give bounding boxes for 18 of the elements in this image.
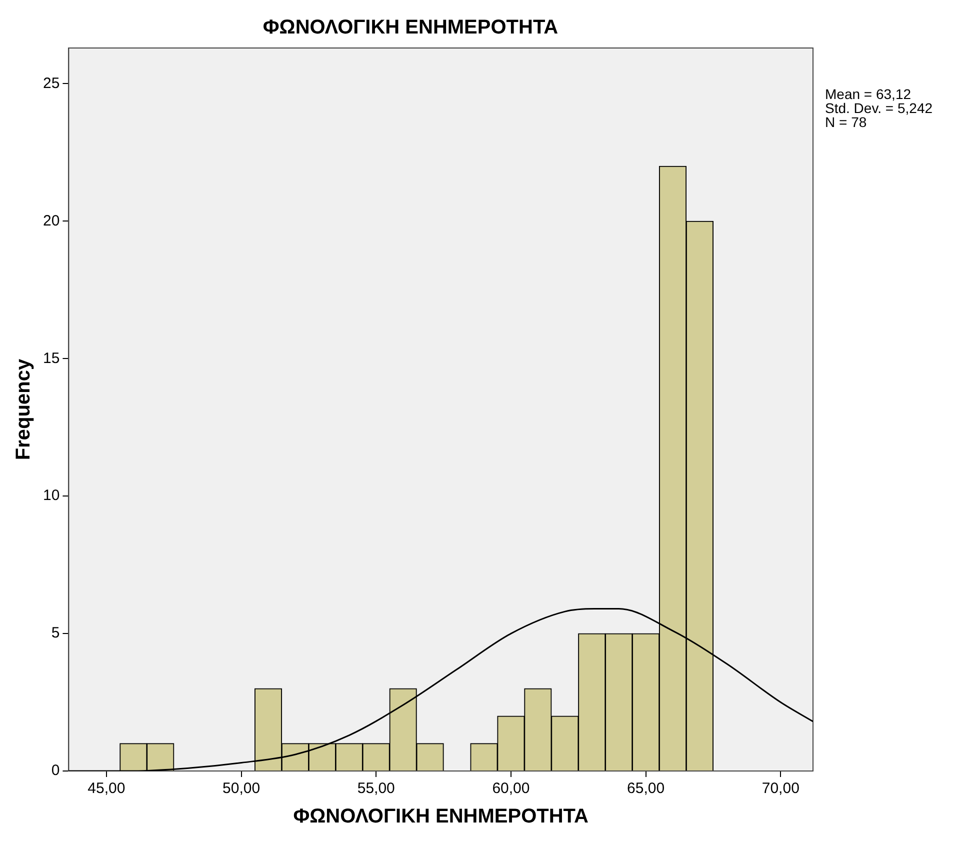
- x-tick-label: 60,00: [492, 780, 530, 798]
- y-tick-label: 5: [51, 624, 60, 642]
- x-tick-label: 50,00: [222, 780, 260, 798]
- x-tick-label: 70,00: [762, 780, 800, 798]
- y-tick-label: 0: [51, 762, 60, 780]
- text: N = 78: [825, 114, 867, 130]
- y-axis-title: Frequency: [12, 358, 35, 460]
- x-tick-label: 55,00: [357, 780, 395, 798]
- text: Std. Dev. = 5,242: [825, 100, 933, 116]
- y-tick-label: 20: [42, 212, 60, 230]
- y-tick-label: 10: [42, 487, 60, 504]
- x-tick-label: 65,00: [627, 780, 665, 798]
- x-axis-title: ΦΩΝΟΛΟΓΙΚΗ ΕΝΗΜΕΡΟΤΗΤΑ: [293, 806, 588, 828]
- text: Mean = 63,12: [825, 86, 912, 102]
- x-tick-label: 45,00: [88, 780, 126, 798]
- y-tick-label: 15: [42, 350, 60, 367]
- chart-title: ΦΩΝΟΛΟΓΙΚΗ ΕΝΗΜΕΡΟΤΗΤΑ: [262, 16, 558, 39]
- y-tick-label: 25: [42, 74, 60, 92]
